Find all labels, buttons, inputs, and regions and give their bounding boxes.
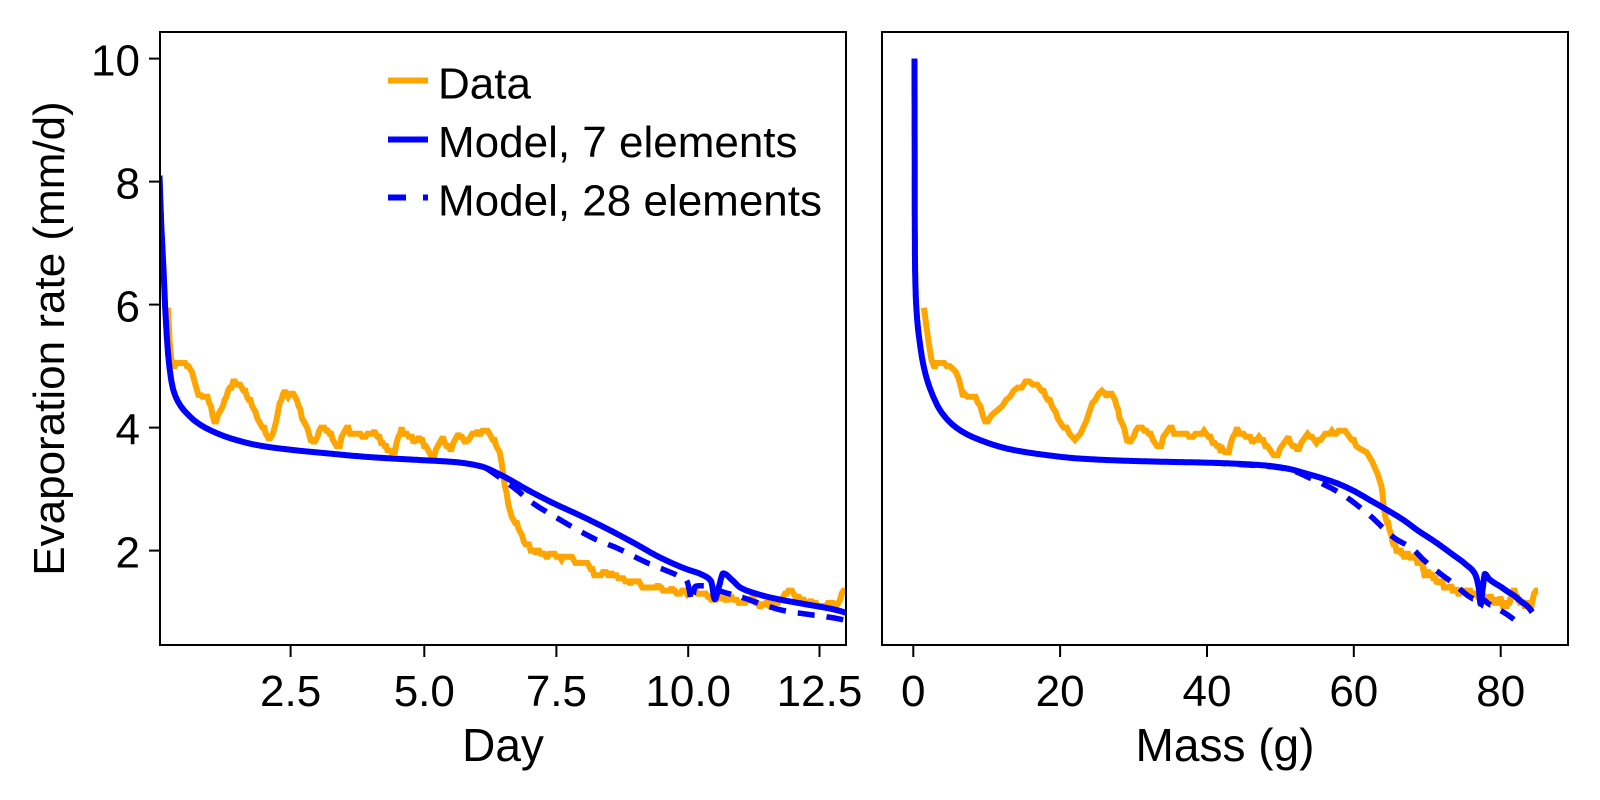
svg-text:8: 8 xyxy=(116,160,140,209)
svg-text:0: 0 xyxy=(901,667,925,716)
svg-text:10: 10 xyxy=(91,37,140,86)
svg-text:Model, 28 elements: Model, 28 elements xyxy=(438,177,822,226)
svg-text:Day: Day xyxy=(462,719,544,771)
svg-text:40: 40 xyxy=(1183,667,1232,716)
svg-text:4: 4 xyxy=(116,406,140,455)
svg-text:Data: Data xyxy=(438,60,531,109)
svg-text:60: 60 xyxy=(1329,667,1378,716)
svg-text:20: 20 xyxy=(1036,667,1085,716)
svg-text:Model, 7 elements: Model, 7 elements xyxy=(438,118,798,167)
svg-text:5.0: 5.0 xyxy=(394,667,455,716)
svg-text:80: 80 xyxy=(1476,667,1525,716)
svg-text:7.5: 7.5 xyxy=(526,667,587,716)
svg-text:Evaporation rate (mm/d): Evaporation rate (mm/d) xyxy=(25,101,74,575)
svg-text:2.5: 2.5 xyxy=(260,667,321,716)
svg-text:6: 6 xyxy=(116,283,140,332)
svg-text:Mass (g): Mass (g) xyxy=(1136,719,1315,771)
svg-text:10.0: 10.0 xyxy=(645,667,731,716)
svg-text:12.5: 12.5 xyxy=(777,667,863,716)
svg-text:2: 2 xyxy=(116,529,140,578)
